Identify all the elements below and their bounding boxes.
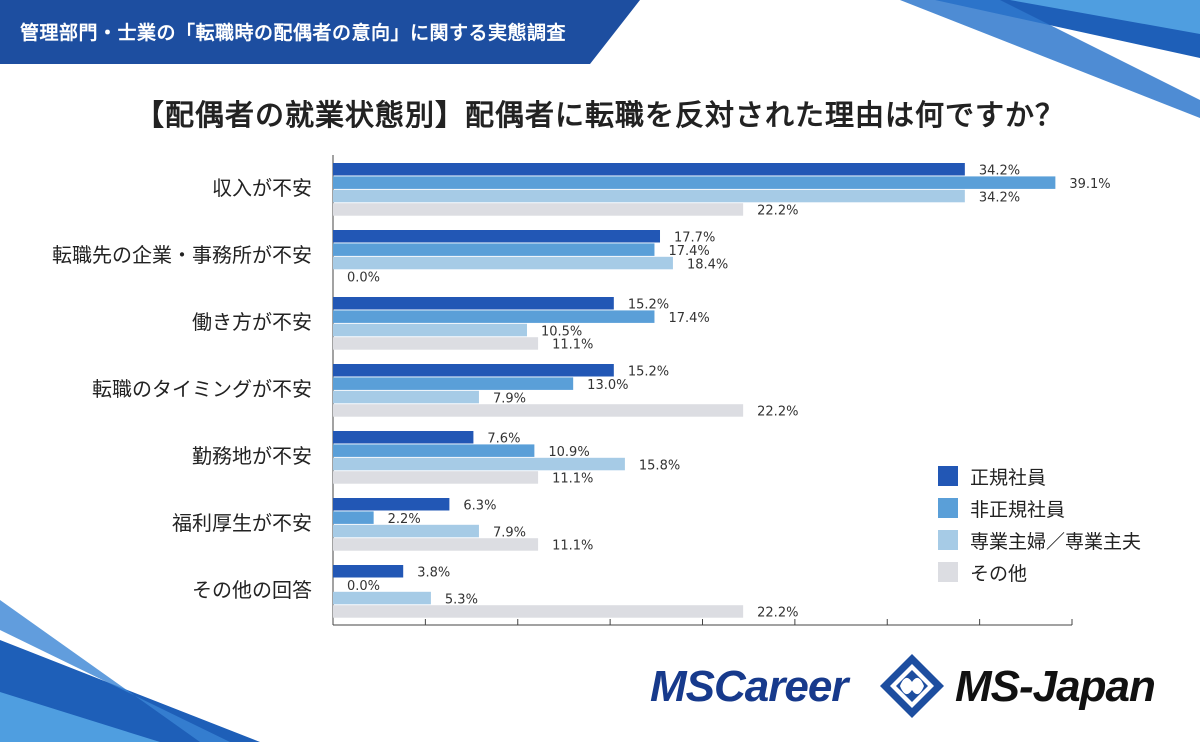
bar-3 <box>333 337 539 350</box>
value-label: 2.2% <box>388 512 421 527</box>
category-label: 福利厚生が不安 <box>172 511 312 535</box>
value-label: 17.4% <box>668 311 709 326</box>
category-label: 転職のタイミングが不安 <box>92 377 312 401</box>
category-label: その他の回答 <box>192 578 312 602</box>
legend-label: 専業主婦／専業主夫 <box>970 530 1142 553</box>
bar-2 <box>333 256 673 270</box>
bar-1 <box>333 511 374 524</box>
bar-2 <box>333 390 479 404</box>
bar-2 <box>333 524 479 538</box>
header-band <box>0 0 640 64</box>
value-label: 11.1% <box>552 472 593 487</box>
bar-1 <box>333 243 655 256</box>
value-label: 0.0% <box>347 579 380 594</box>
bar-0 <box>333 498 450 511</box>
ms-japan-logo: MS-Japan <box>955 662 1156 711</box>
value-label: 3.8% <box>417 566 450 581</box>
category-label: 転職先の企業・事務所が不安 <box>52 243 312 267</box>
legend-label: 非正規社員 <box>970 498 1066 521</box>
value-label: 17.7% <box>674 231 715 246</box>
value-label: 11.1% <box>552 539 593 554</box>
value-label: 15.2% <box>628 365 669 380</box>
value-label: 18.4% <box>687 257 728 272</box>
chart-title: 【配偶者の就業状態別】配偶者に転職を反対された理由は何ですか？ <box>134 98 1065 132</box>
value-label: 22.2% <box>757 405 798 420</box>
legend-swatch <box>938 466 958 486</box>
legend-label: その他 <box>970 562 1028 585</box>
category-label: 勤務地が不安 <box>192 444 312 468</box>
legend-swatch <box>938 562 958 582</box>
bar-0 <box>333 364 614 377</box>
legend: 正規社員非正規社員専業主婦／専業主夫 その他 <box>938 460 1141 588</box>
value-label: 22.2% <box>757 204 798 219</box>
bar-3 <box>333 538 539 551</box>
bar-1 <box>333 444 535 457</box>
bar-3 <box>333 471 539 484</box>
category-label: 収入が不安 <box>212 176 312 200</box>
value-label: 22.2% <box>757 606 798 621</box>
bar-1 <box>333 377 574 390</box>
value-label: 15.8% <box>639 458 680 473</box>
legend-label: 正規社員 <box>970 466 1047 489</box>
value-label: 13.0% <box>587 378 628 393</box>
mscareer-logo: MSCareer <box>650 662 848 711</box>
legend-item: 正規社員 <box>938 460 1141 492</box>
legend-item: 非正規社員 <box>938 492 1141 524</box>
value-label: 7.6% <box>487 432 520 447</box>
bar-2 <box>333 457 625 471</box>
bar-1 <box>333 310 655 323</box>
bar-3 <box>333 605 744 618</box>
header-title: 管理部門・士業の「転職時の配偶者の意向」に関する実態調査 <box>20 22 567 44</box>
value-label: 34.2% <box>979 164 1020 179</box>
bar-0 <box>333 230 661 243</box>
bar-2 <box>333 189 965 203</box>
value-label: 7.9% <box>493 391 526 406</box>
ms-diamond-logo-icon <box>880 654 944 718</box>
legend-swatch <box>938 498 958 518</box>
logo-area: MSCareer MS-Japan <box>650 652 1170 724</box>
legend-item: 専業主婦／専業主夫 <box>938 524 1141 556</box>
value-label: 17.4% <box>668 244 709 259</box>
value-label: 11.1% <box>552 338 593 353</box>
value-label: 34.2% <box>979 190 1020 205</box>
bar-1 <box>333 176 1056 189</box>
legend-item: その他 <box>938 556 1141 588</box>
bar-0 <box>333 565 404 578</box>
value-label: 0.0% <box>347 271 380 286</box>
value-label: 7.9% <box>493 525 526 540</box>
value-label: 15.2% <box>628 298 669 313</box>
bar-2 <box>333 591 431 605</box>
value-label: 39.1% <box>1069 177 1110 192</box>
value-label: 6.3% <box>463 499 496 514</box>
category-label: 働き方が不安 <box>192 310 312 334</box>
value-label: 10.5% <box>541 324 582 339</box>
bar-2 <box>333 323 527 337</box>
bar-3 <box>333 203 744 216</box>
value-label: 10.9% <box>548 445 589 460</box>
bar-0 <box>333 431 474 444</box>
value-label: 5.3% <box>445 592 478 607</box>
bar-3 <box>333 404 744 417</box>
legend-swatch <box>938 530 958 550</box>
bar-0 <box>333 297 614 310</box>
bar-0 <box>333 163 965 176</box>
